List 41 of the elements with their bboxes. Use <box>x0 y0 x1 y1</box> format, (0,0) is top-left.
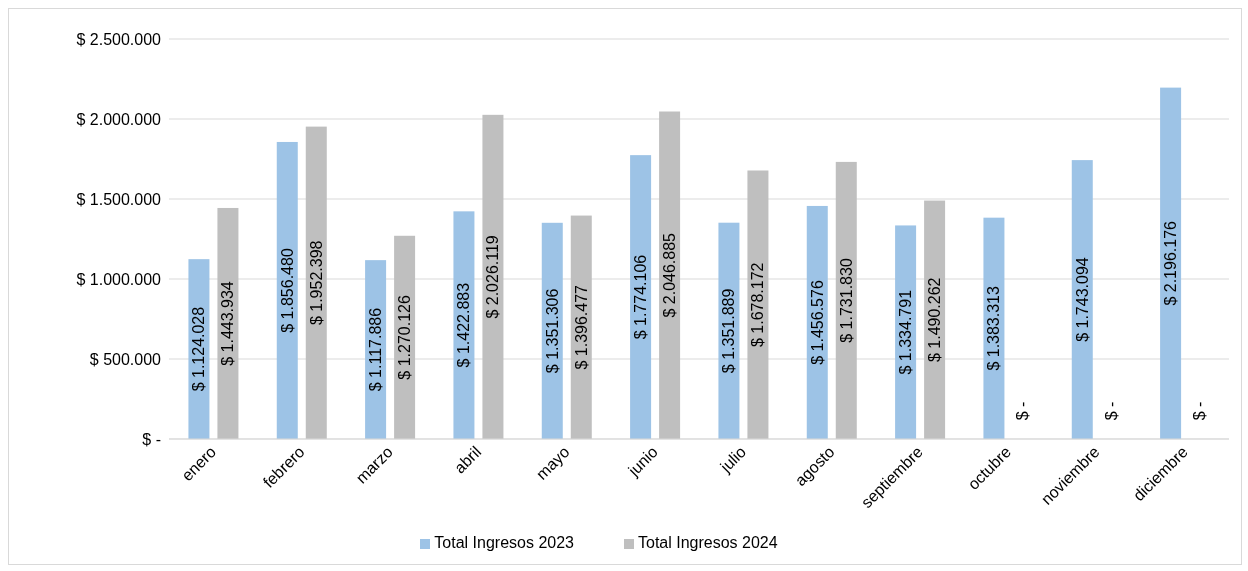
data-label: $ 1.334.791 <box>897 289 915 375</box>
y-tick-label: $ 500.000 <box>89 350 162 368</box>
bar <box>1160 87 1182 439</box>
data-label: $ 2.196.176 <box>1162 220 1180 306</box>
data-label: $ 1.743.094 <box>1073 257 1091 342</box>
bar <box>659 111 681 439</box>
data-label: $ 1.952.398 <box>307 240 325 326</box>
bar <box>835 161 857 439</box>
bar <box>630 155 652 439</box>
data-label: $ 1.456.576 <box>808 280 826 365</box>
legend-label: Total Ingresos 2023 <box>434 534 574 551</box>
y-tick-label: $ 1.500.000 <box>76 190 162 208</box>
data-label: $ 1.774.106 <box>632 254 650 340</box>
legend-label: Total Ingresos 2024 <box>638 534 778 551</box>
data-label: $ 1.351.306 <box>543 288 561 374</box>
data-label: $ 1.270.126 <box>396 295 414 380</box>
data-label: $ 2.046.885 <box>661 232 679 318</box>
data-label: $ - <box>1191 401 1209 421</box>
y-tick-label: $ 2.000.000 <box>76 110 162 128</box>
y-tick-label: $ 2.500.000 <box>76 30 162 48</box>
data-label: $ 1.856.480 <box>278 248 296 333</box>
data-label: $ 1.443.934 <box>219 281 237 366</box>
data-label: $ 1.490.262 <box>926 277 944 363</box>
data-label: $ 1.396.477 <box>572 284 590 370</box>
data-label: $ 1.117.886 <box>367 307 385 392</box>
data-label: $ 1.731.830 <box>837 258 855 343</box>
bar <box>276 141 298 439</box>
bar <box>1071 160 1093 439</box>
data-label: $ 1.678.172 <box>749 262 767 348</box>
bar <box>747 170 769 439</box>
data-label: $ 2.026.119 <box>484 235 502 319</box>
data-label: $ 1.124.028 <box>190 306 208 392</box>
y-tick-label: $ - <box>142 430 161 448</box>
data-label: $ 1.383.313 <box>985 285 1003 371</box>
data-label: $ - <box>1102 401 1120 421</box>
y-tick-label: $ 1.000.000 <box>76 270 162 288</box>
bar <box>305 126 327 439</box>
data-label: $ 1.422.883 <box>455 282 473 368</box>
bar <box>482 114 504 439</box>
data-label: $ 1.351.889 <box>720 288 738 374</box>
data-label: $ - <box>1014 401 1032 421</box>
